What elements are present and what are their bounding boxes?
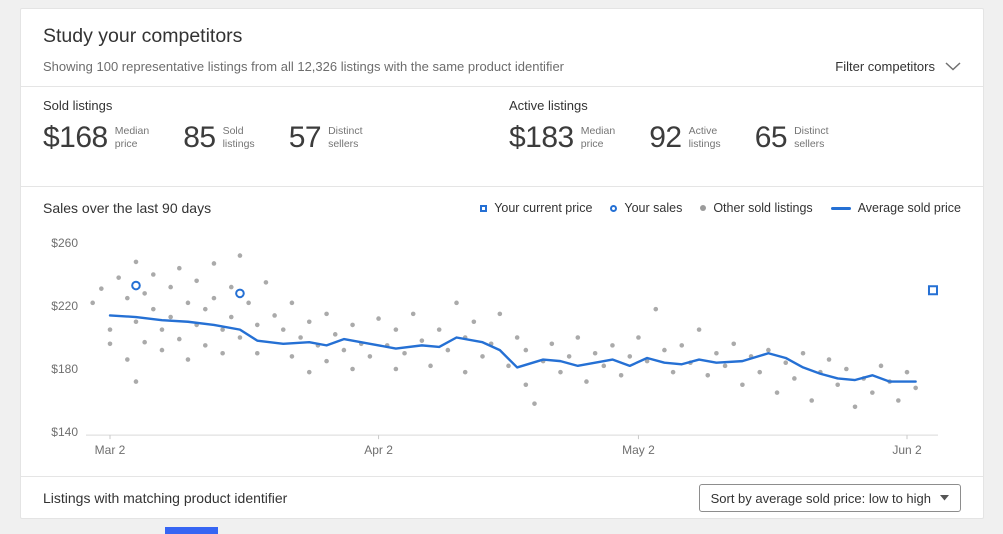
stat-value: 85 [183, 121, 216, 154]
stat-label-line: Active [688, 125, 718, 138]
svg-text:Mar 2: Mar 2 [95, 443, 126, 457]
chart-legend: Your current price Your sales Other sold… [480, 201, 961, 215]
stat-sold-count: 85 Sold listings [183, 121, 254, 155]
matching-listings-header-row: Listings with matching product identifie… [43, 483, 961, 513]
active-stats-row: $183 Median price 92 Active listings 65 … [509, 121, 863, 155]
stat-label: Median price [581, 125, 615, 150]
stat-label-line: listings [688, 138, 721, 150]
stat-label: Distinct sellers [794, 125, 828, 150]
stat-active-distinct-sellers: 65 Distinct sellers [755, 121, 829, 155]
line-marker-icon [830, 206, 851, 210]
dot-marker-icon [700, 205, 707, 211]
filter-competitors-label: Filter competitors [835, 59, 935, 74]
legend-label: Your current price [494, 201, 593, 215]
open-square-marker-icon [480, 204, 488, 212]
svg-text:$220: $220 [51, 299, 78, 313]
stat-label-line: Median [580, 125, 616, 138]
active-listings-stats: Active listings $183 Median price 92 Act… [509, 98, 863, 155]
stat-sold-median-price: $168 Median price [43, 121, 149, 155]
legend-label: Average sold price [857, 201, 961, 215]
stat-value: $183 [509, 121, 574, 154]
study-competitors-panel: Study your competitors Showing 100 repre… [20, 8, 984, 519]
stat-label-line: price [580, 138, 604, 150]
filter-competitors-dropdown[interactable]: Filter competitors [835, 59, 961, 74]
stat-label-line: price [114, 138, 138, 150]
subtitle-row: Showing 100 representative listings from… [43, 59, 961, 74]
stat-label: Sold listings [223, 125, 255, 150]
divider [21, 476, 983, 477]
sold-stats-row: $168 Median price 85 Sold listings 57 Di… [43, 121, 397, 155]
stat-value: $168 [43, 121, 108, 154]
legend-your-sales: Your sales [610, 201, 682, 215]
sales-chart-svg: $260 $220 $180 $140 Mar 2 Apr 2 May 2 Jun 2 [51, 236, 938, 457]
stat-label-line: sellers [328, 138, 359, 150]
chart-title: Sales over the last 90 days [43, 200, 212, 216]
stat-value: 57 [288, 121, 322, 154]
active-listings-label: Active listings [509, 98, 588, 113]
page-title: Study your competitors [43, 25, 243, 47]
sold-listings-stats: Sold listings $168 Median price 85 Sold … [43, 98, 397, 155]
open-circle-marker-icon [610, 204, 618, 212]
caret-down-icon [940, 495, 949, 501]
sold-listings-label: Sold listings [43, 98, 113, 113]
stat-value: 65 [754, 121, 788, 154]
legend-label: Other sold listings [713, 201, 813, 215]
stat-active-count: 92 Active listings [649, 121, 720, 155]
stat-label-line: sellers [794, 138, 825, 150]
sort-dropdown-label: Sort by average sold price: low to high [710, 490, 931, 506]
chevron-down-icon [945, 62, 961, 71]
stat-sold-distinct-sellers: 57 Distinct sellers [289, 121, 363, 155]
svg-text:Apr 2: Apr 2 [364, 443, 393, 457]
divider [21, 86, 983, 87]
divider [21, 186, 983, 187]
svg-text:$180: $180 [51, 362, 78, 376]
sort-dropdown-button[interactable]: Sort by average sold price: low to high [698, 484, 961, 512]
matching-listings-heading: Listings with matching product identifie… [43, 490, 288, 506]
stat-label-line: Distinct [794, 125, 829, 138]
svg-text:$260: $260 [51, 236, 78, 250]
stat-value: 92 [649, 121, 682, 154]
stat-label-line: Distinct [328, 125, 363, 138]
svg-text:$140: $140 [51, 425, 78, 439]
listings-summary-text: Showing 100 representative listings from… [43, 59, 564, 74]
svg-text:May 2: May 2 [622, 443, 655, 457]
stat-active-median-price: $183 Median price [509, 121, 615, 155]
stat-label-line: Median [114, 125, 150, 138]
chart-header: Sales over the last 90 days Your current… [43, 200, 961, 216]
stat-label-line: listings [222, 138, 255, 150]
stat-label: Active listings [689, 125, 721, 150]
stat-label: Median price [115, 125, 149, 150]
legend-label: Your sales [624, 201, 683, 215]
legend-your-current-price: Your current price [480, 201, 592, 215]
stat-label: Distinct sellers [328, 125, 362, 150]
stat-label-line: Sold [222, 125, 244, 138]
svg-text:Jun 2: Jun 2 [892, 443, 922, 457]
legend-other-sold-listings: Other sold listings [700, 201, 813, 215]
legend-average-sold-price: Average sold price [830, 201, 961, 215]
next-section-fragment [165, 527, 218, 534]
